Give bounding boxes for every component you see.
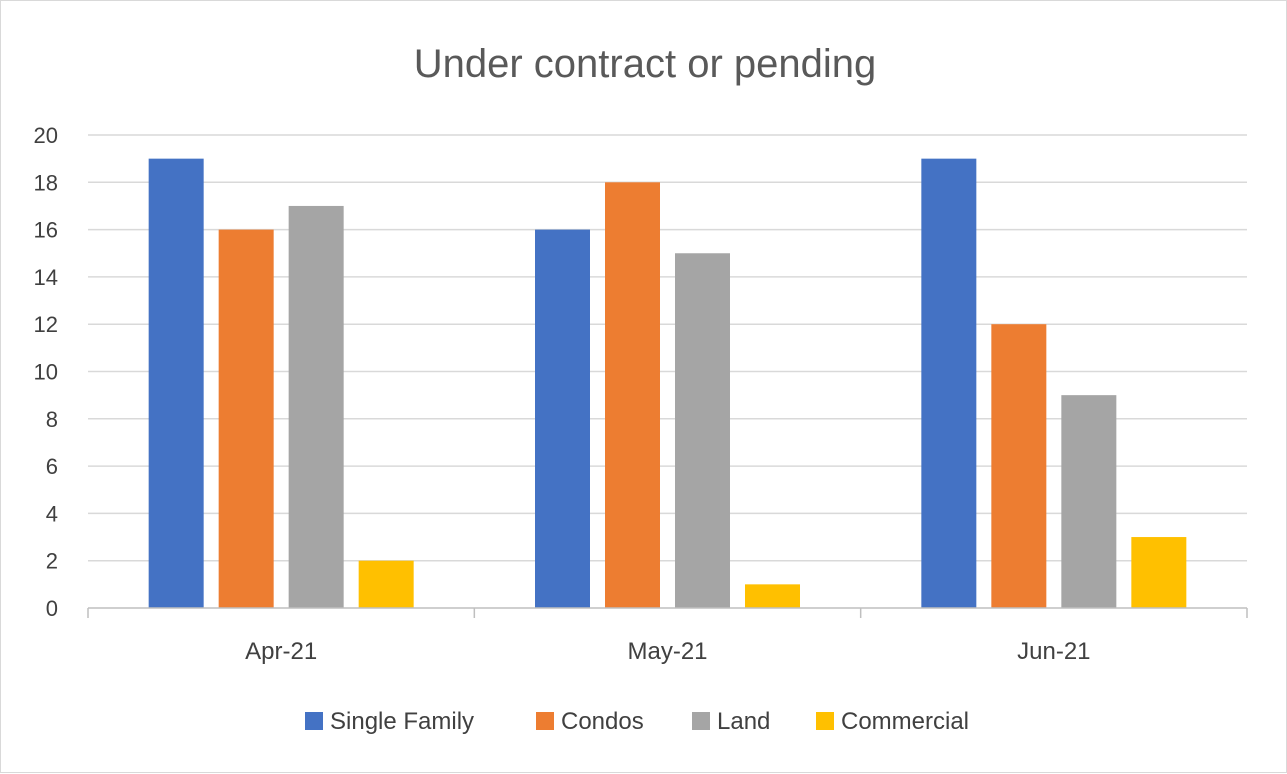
bar-single-family — [535, 229, 590, 608]
y-tick-label: 10 — [34, 360, 58, 385]
bar-land — [288, 205, 344, 608]
chart-title: Under contract or pending — [414, 42, 877, 86]
bar-commercial — [1131, 537, 1187, 608]
y-tick-label: 0 — [46, 596, 58, 621]
y-tick-label: 14 — [34, 265, 58, 290]
x-axis — [87, 607, 1248, 618]
legend-swatch — [536, 712, 554, 730]
y-tick-label: 4 — [46, 501, 58, 526]
y-tick-label: 12 — [34, 312, 58, 337]
bar-single-family — [921, 158, 977, 608]
gridlines — [88, 134, 1247, 562]
legend-label: Land — [717, 708, 770, 735]
y-tick-label: 8 — [46, 407, 58, 432]
y-tick-label: 6 — [46, 454, 58, 479]
bar-condos — [991, 324, 1047, 608]
y-tick-label: 18 — [34, 170, 58, 195]
legend-label: Condos — [561, 708, 644, 735]
y-axis-ticks: 0 2 4 6 8 10 12 14 16 18 20 — [34, 123, 58, 621]
bars — [148, 158, 1187, 609]
bar-condos — [218, 229, 274, 608]
x-category-label: May-21 — [627, 638, 707, 665]
bar-land — [1061, 395, 1117, 608]
y-tick-label: 2 — [46, 549, 58, 574]
bar-commercial — [358, 560, 414, 608]
legend-swatch — [692, 712, 710, 730]
y-tick-label: 16 — [34, 218, 58, 243]
legend-label: Single Family — [330, 708, 474, 735]
bar-commercial — [745, 584, 800, 608]
legend: Single Family Condos Land Commercial — [305, 708, 969, 735]
y-tick-label: 20 — [34, 123, 58, 148]
bar-single-family — [148, 158, 204, 608]
legend-label: Commercial — [841, 708, 969, 735]
x-category-label: Apr-21 — [245, 638, 317, 665]
x-axis-labels: Apr-21 May-21 Jun-21 — [245, 638, 1090, 665]
bar-land — [675, 253, 730, 608]
bar-condos — [605, 182, 660, 609]
x-category-label: Jun-21 — [1017, 638, 1090, 665]
legend-swatch — [305, 712, 323, 730]
legend-swatch — [816, 712, 834, 730]
